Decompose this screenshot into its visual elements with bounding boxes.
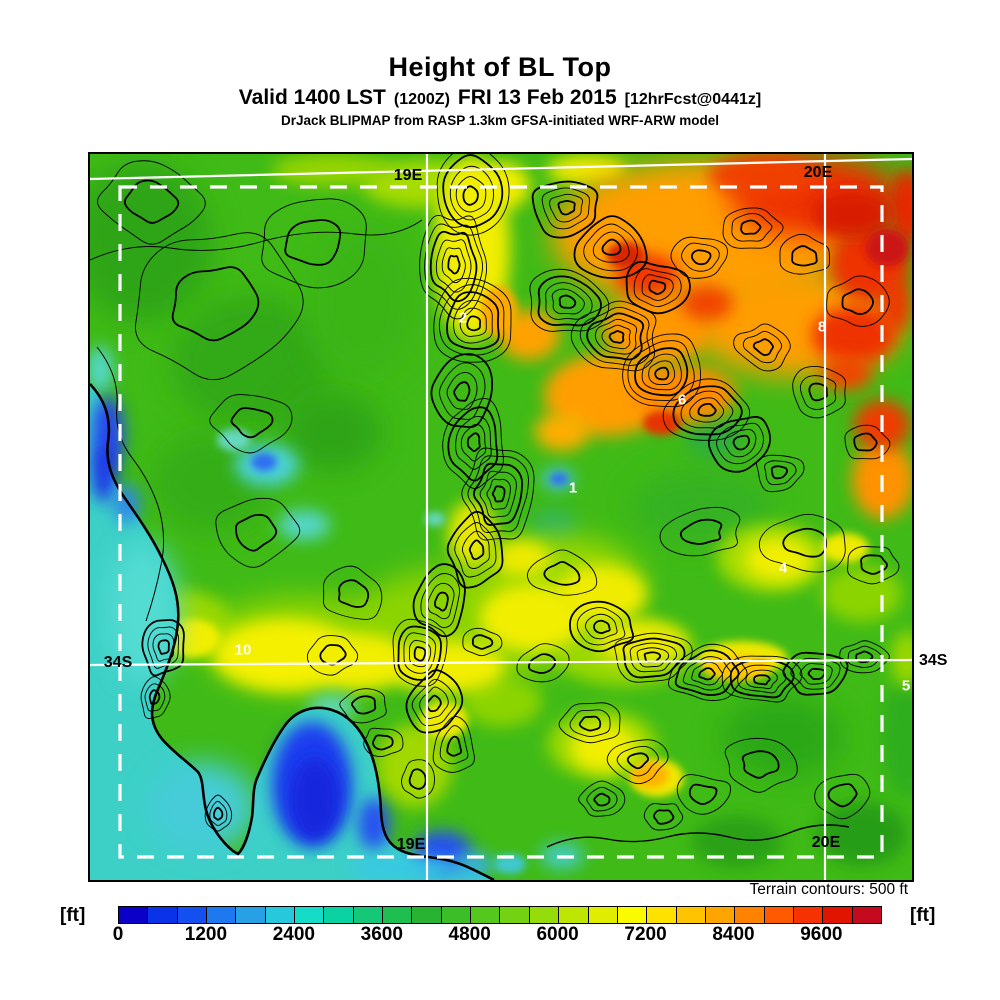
model-line: DrJack BLIPMAP from RASP 1.3km GFSA-init… xyxy=(280,113,720,128)
colorbar-tick: 1200 xyxy=(184,924,228,945)
colorbar xyxy=(118,906,882,924)
map-area: 19E 20E 34S 19E 20E 2 8 6 1 4 10 5 xyxy=(88,152,914,882)
colorbar-segment xyxy=(500,907,530,923)
valid-zulu: (1200Z) xyxy=(393,91,450,108)
site-label: 1 xyxy=(568,479,578,497)
colorbar-tick: 6000 xyxy=(536,924,579,945)
terrain-contours-note: Terrain contours: 500 ft xyxy=(749,881,908,898)
colorbar-segment xyxy=(647,907,677,923)
page-title: Height of BL Top xyxy=(388,52,612,82)
site-label: 6 xyxy=(677,391,687,409)
grid-label-34s-right: 34S xyxy=(919,652,948,669)
colorbar-unit-left: [ft] xyxy=(60,905,86,926)
colorbar-segment xyxy=(617,907,648,923)
colorbar-segment xyxy=(236,907,266,923)
colorbar-segment xyxy=(471,907,501,923)
colorbar-segment xyxy=(852,907,881,923)
colorbar-segment xyxy=(265,907,296,923)
site-label: 5 xyxy=(901,677,911,695)
grid-label-20e-top: 20E xyxy=(803,164,833,181)
site-label: 4 xyxy=(778,559,788,577)
parallel-33s xyxy=(90,157,912,181)
colorbar-segment xyxy=(207,907,237,923)
colorbar-segment xyxy=(119,907,149,923)
parallel-34s xyxy=(90,658,912,667)
colorbar-segment xyxy=(324,907,354,923)
colorbar-segment xyxy=(295,907,325,923)
terrain-contours xyxy=(90,154,900,848)
colorbar-segment xyxy=(177,907,208,923)
colorbar-tick: 7200 xyxy=(624,924,667,945)
colorbar-segment xyxy=(353,907,384,923)
title-block: Height of BL Top Valid 1400 LST (1200Z) FR… xyxy=(0,52,1000,128)
colorbar-segment xyxy=(793,907,824,923)
grid-label-34s-left: 34S xyxy=(103,654,133,671)
colorbar-tick: 8400 xyxy=(712,924,755,945)
grid-label-19e-bottom: 19E xyxy=(396,836,426,853)
colorbar-segment xyxy=(823,907,853,923)
colorbar-segment xyxy=(764,907,794,923)
site-label: 10 xyxy=(234,641,252,659)
coastline xyxy=(90,383,495,880)
colorbar-tick: 3600 xyxy=(360,924,403,945)
colorbar-tick: 2400 xyxy=(272,924,315,945)
colorbar-segment xyxy=(676,907,706,923)
colorbar-unit-right: [ft] xyxy=(910,905,936,926)
valid-time: Valid 1400 LST xyxy=(238,86,386,109)
site-label: 8 xyxy=(817,318,827,336)
colorbar-segment xyxy=(412,907,442,923)
colorbar-segment xyxy=(705,907,736,923)
colorbar-segment xyxy=(529,907,560,923)
colorbar-segment xyxy=(588,907,618,923)
grid-label-20e-bottom: 20E xyxy=(811,834,841,851)
grid-label-19e-top: 19E xyxy=(393,167,423,184)
graticule xyxy=(90,154,912,880)
colorbar-segment xyxy=(441,907,472,923)
colorbar-tick: 0 xyxy=(112,924,124,945)
valid-line: Valid 1400 LST (1200Z) FRI 13 Feb 2015 [12h… xyxy=(0,86,1000,110)
colorbar-segment xyxy=(383,907,413,923)
valid-date: FRI 13 Feb 2015 xyxy=(457,86,617,109)
colorbar-segment xyxy=(559,907,589,923)
site-label: 2 xyxy=(458,309,468,327)
colorbar-segment xyxy=(735,907,765,923)
model-domain-boundary xyxy=(118,185,884,859)
colorbar-tick: 9600 xyxy=(800,924,843,945)
bl-top-map-canvas xyxy=(90,154,912,880)
forecast-tag: [12hrFcst@0441z] xyxy=(624,91,762,108)
colorbar-tick: 4800 xyxy=(448,924,491,945)
colorbar-segment xyxy=(148,907,178,923)
